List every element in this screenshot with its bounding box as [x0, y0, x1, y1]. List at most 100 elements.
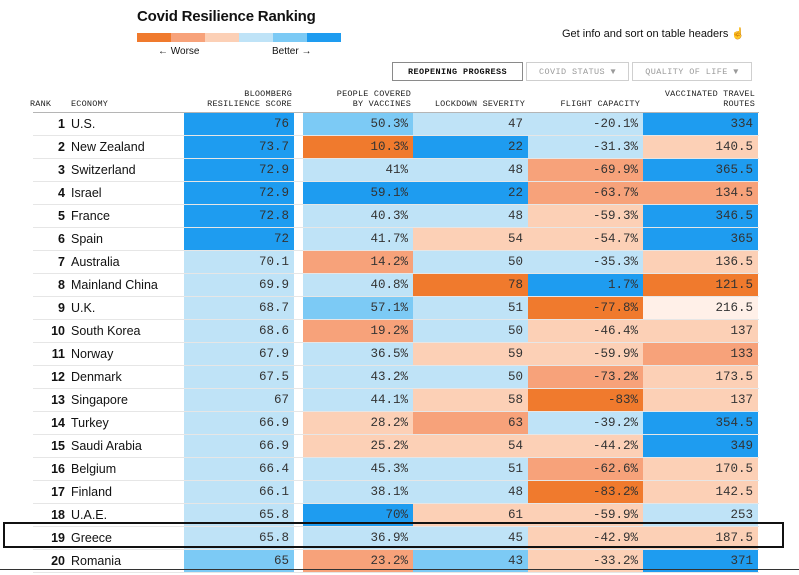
row-separator	[33, 250, 759, 251]
row-separator	[33, 526, 759, 527]
row-separator	[33, 273, 759, 274]
vaccines-cell: 59.1%	[303, 182, 413, 204]
flight-cell: -35.3%	[528, 251, 643, 273]
legend-swatch	[205, 33, 239, 42]
table-row: 13 Singapore 67 44.1% 58 -83% 137	[0, 389, 799, 412]
flight-cell: -69.9%	[528, 159, 643, 181]
row-separator	[33, 572, 759, 573]
table-row: 4 Israel 72.9 59.1% 22 -63.7% 134.5	[0, 182, 799, 205]
economy-cell: Australia	[71, 255, 120, 269]
flight-cell: -54.7%	[528, 228, 643, 250]
score-cell: 66.4	[184, 458, 294, 480]
view-tabs: REOPENING PROGRESS COVID STATUS ▼ QUALIT…	[392, 62, 755, 81]
rank-cell: 7	[58, 255, 65, 269]
vaccines-cell: 19.2%	[303, 320, 413, 342]
economy-cell: Saudi Arabia	[71, 439, 142, 453]
sort-hint-text: Get info and sort on table headers	[562, 28, 729, 40]
score-cell: 76	[184, 113, 294, 135]
vaccines-cell: 38.1%	[303, 481, 413, 503]
lockdown-cell: 45	[413, 527, 528, 549]
col-header-rank[interactable]: RANK	[30, 99, 52, 109]
routes-cell: 187.5	[643, 527, 758, 549]
tab-reopening-progress[interactable]: REOPENING PROGRESS	[392, 62, 523, 81]
pointer-hand-icon: ☝	[731, 28, 746, 40]
lockdown-cell: 59	[413, 343, 528, 365]
table-row: 14 Turkey 66.9 28.2% 63 -39.2% 354.5	[0, 412, 799, 435]
tab-quality-of-life[interactable]: QUALITY OF LIFE ▼	[632, 62, 752, 81]
routes-cell: 133	[643, 343, 758, 365]
routes-cell: 365.5	[643, 159, 758, 181]
routes-cell: 137	[643, 320, 758, 342]
row-separator	[33, 480, 759, 481]
score-cell: 66.1	[184, 481, 294, 503]
row-separator	[33, 342, 759, 343]
sort-hint: Get info and sort on table headers ☝	[562, 27, 745, 40]
rank-cell: 15	[51, 439, 65, 453]
lockdown-cell: 50	[413, 366, 528, 388]
table-row: 18 U.A.E. 65.8 70% 61 -59.9% 253	[0, 504, 799, 527]
flight-cell: -63.7%	[528, 182, 643, 204]
col-header-lockdown[interactable]: LOCKDOWN SEVERITY	[434, 99, 525, 109]
vaccines-cell: 25.2%	[303, 435, 413, 457]
table-row: 10 South Korea 68.6 19.2% 50 -46.4% 137	[0, 320, 799, 343]
score-cell: 65	[184, 550, 294, 572]
score-cell: 67	[184, 389, 294, 411]
flight-cell: 1.7%	[528, 274, 643, 296]
vaccines-cell: 40.8%	[303, 274, 413, 296]
flight-cell: -31.3%	[528, 136, 643, 158]
header-divider	[33, 112, 759, 113]
row-separator	[33, 457, 759, 458]
lockdown-cell: 48	[413, 205, 528, 227]
rank-cell: 8	[58, 278, 65, 292]
col-header-routes[interactable]: VACCINATED TRAVEL ROUTES	[643, 89, 755, 109]
vaccines-cell: 57.1%	[303, 297, 413, 319]
economy-cell: Spain	[71, 232, 103, 246]
rank-cell: 12	[51, 370, 65, 384]
vaccines-cell: 10.3%	[303, 136, 413, 158]
score-cell: 72.8	[184, 205, 294, 227]
routes-cell: 371	[643, 550, 758, 572]
legend-swatch	[273, 33, 307, 42]
lockdown-cell: 63	[413, 412, 528, 434]
table-row: 5 France 72.8 40.3% 48 -59.3% 346.5	[0, 205, 799, 228]
lockdown-cell: 58	[413, 389, 528, 411]
row-separator	[33, 319, 759, 320]
rank-cell: 17	[51, 485, 65, 499]
routes-cell: 140.5	[643, 136, 758, 158]
legend-swatch	[307, 33, 341, 42]
flight-cell: -33.2%	[528, 550, 643, 572]
routes-cell: 346.5	[643, 205, 758, 227]
score-cell: 73.7	[184, 136, 294, 158]
rank-cell: 2	[58, 140, 65, 154]
flight-cell: -83.2%	[528, 481, 643, 503]
col-header-economy[interactable]: ECONOMY	[71, 99, 109, 109]
chart-title: Covid Resilience Ranking	[137, 8, 316, 25]
rank-cell: 18	[51, 508, 65, 522]
col-header-vaccines[interactable]: PEOPLE COVERED BY VACCINES	[303, 89, 411, 109]
rank-cell: 13	[51, 393, 65, 407]
legend-worse-label: ← Worse	[158, 46, 200, 57]
lockdown-cell: 51	[413, 458, 528, 480]
legend-swatch	[137, 33, 171, 42]
rank-cell: 11	[51, 347, 65, 361]
flight-cell: -73.2%	[528, 366, 643, 388]
row-separator	[33, 158, 759, 159]
score-cell: 66.9	[184, 435, 294, 457]
vaccines-cell: 40.3%	[303, 205, 413, 227]
flight-cell: -59.9%	[528, 343, 643, 365]
routes-cell: 134.5	[643, 182, 758, 204]
col-header-score[interactable]: BLOOMBERG RESILIENCE SCORE	[184, 89, 292, 109]
routes-cell: 334	[643, 113, 758, 135]
routes-cell: 253	[643, 504, 758, 526]
rank-cell: 9	[58, 301, 65, 315]
economy-cell: U.A.E.	[71, 508, 108, 522]
table-row: 3 Switzerland 72.9 41% 48 -69.9% 365.5	[0, 159, 799, 182]
routes-cell: 173.5	[643, 366, 758, 388]
score-cell: 69.9	[184, 274, 294, 296]
vaccines-cell: 36.5%	[303, 343, 413, 365]
col-header-flight[interactable]: FLIGHT CAPACITY	[560, 99, 640, 109]
rank-cell: 16	[51, 462, 65, 476]
score-cell: 68.7	[184, 297, 294, 319]
table-row: 11 Norway 67.9 36.5% 59 -59.9% 133	[0, 343, 799, 366]
tab-covid-status[interactable]: COVID STATUS ▼	[526, 62, 629, 81]
